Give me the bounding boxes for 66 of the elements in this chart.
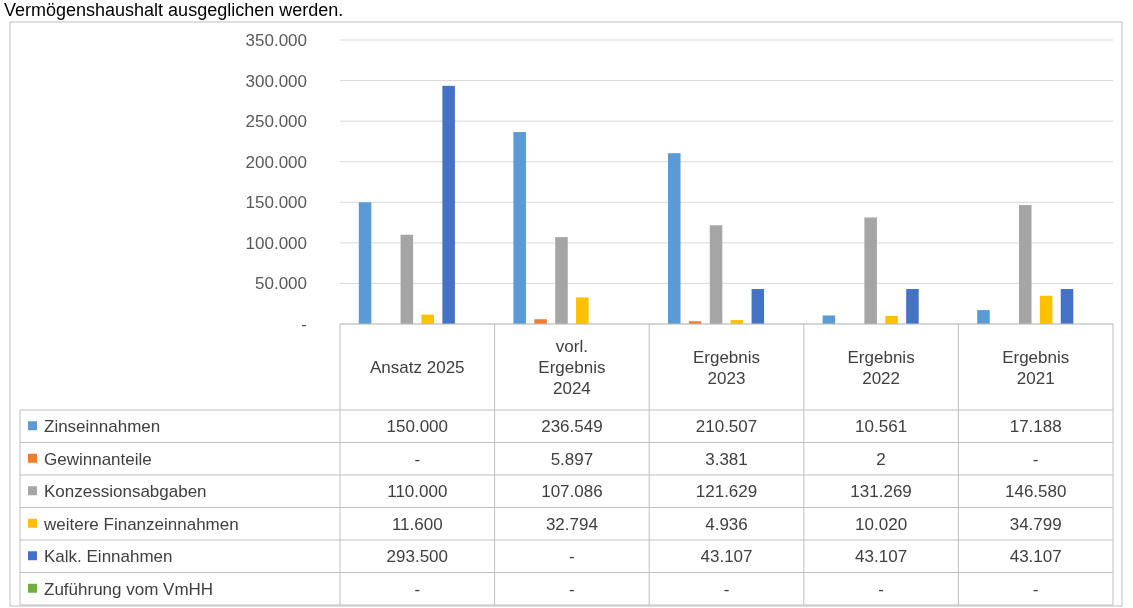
data-label: 236.549 (541, 417, 603, 437)
legend-label: Konzessionsabgaben (44, 482, 207, 502)
data-label: 110.000 (387, 482, 448, 502)
y-tick-label: 350.000 (245, 30, 307, 50)
bar (1060, 289, 1074, 324)
bar (513, 132, 526, 324)
data-label: 107.086 (541, 482, 603, 502)
x-tick-label: Ergebnis 2021 (1002, 347, 1070, 388)
data-label: - (1032, 579, 1039, 599)
data-label: 10.020 (855, 514, 908, 534)
data-label: 4.936 (705, 514, 748, 534)
data-label: 11.600 (391, 514, 443, 534)
data-label: 210.507 (695, 417, 758, 437)
data-label: 43.107 (700, 547, 753, 567)
legend-label: weitere Finanzeinnahmen (43, 514, 239, 534)
data-label: 5.897 (550, 449, 594, 469)
data-label: 43.107 (855, 547, 908, 567)
bar (442, 85, 455, 324)
legend-label: Zuführung vom VmHH (44, 579, 214, 599)
data-label: - (1032, 449, 1039, 469)
data-label: 2 (876, 449, 886, 469)
bar (358, 202, 372, 324)
bar (576, 297, 589, 324)
x-tick-label: Ergebnis 2022 (847, 347, 915, 388)
bar (977, 310, 990, 324)
data-label: - (569, 579, 575, 599)
data-label: 3.381 (705, 449, 748, 469)
y-tick-label: 150.000 (245, 193, 307, 213)
x-tick-label: vorl. Ergebnis 2024 (538, 337, 606, 398)
y-tick-label: 50.000 (255, 274, 307, 294)
y-tick-label: 300.000 (245, 71, 307, 91)
bar (555, 237, 568, 324)
legend-label: Zinseinnahmen (44, 417, 161, 437)
data-label: 32.794 (545, 514, 598, 534)
data-label: 43.107 (1009, 547, 1062, 567)
data-label: - (414, 579, 421, 599)
data-label: 293.500 (386, 547, 449, 567)
bar (1039, 295, 1053, 324)
text: Vermögenshaushalt ausgeglichen werden. (4, 0, 344, 20)
x-tick-label: Ansatz 2025 (370, 358, 465, 377)
bar (822, 315, 836, 324)
data-label: 146.580 (1004, 482, 1067, 502)
y-tick-label: 200.000 (245, 152, 307, 172)
data-label: - (569, 547, 575, 567)
data-label: 10.561 (855, 417, 908, 437)
bar (751, 289, 765, 324)
data-label: - (414, 449, 421, 469)
y-tick-label: - (301, 314, 307, 334)
y-tick-label: 250.000 (245, 112, 307, 132)
data-label: - (723, 579, 730, 599)
data-label: 17.188 (1009, 417, 1062, 437)
data-label: 34.799 (1009, 514, 1062, 534)
bar (906, 289, 919, 324)
y-tick-label: 100.000 (245, 233, 307, 253)
x-tick-label: Ergebnis 2023 (692, 347, 761, 388)
bar (1018, 205, 1032, 324)
data-label: 121.629 (695, 482, 758, 502)
bar (668, 153, 681, 324)
data-label: 150.000 (386, 417, 449, 437)
legend-label: Gewinnanteile (44, 449, 152, 469)
data-label: 131.269 (850, 482, 912, 502)
bar (864, 217, 877, 324)
bar (709, 225, 723, 324)
bar (400, 234, 414, 324)
data-label: - (878, 579, 884, 599)
legend-label: Kalk. Einnahmen (44, 547, 173, 567)
